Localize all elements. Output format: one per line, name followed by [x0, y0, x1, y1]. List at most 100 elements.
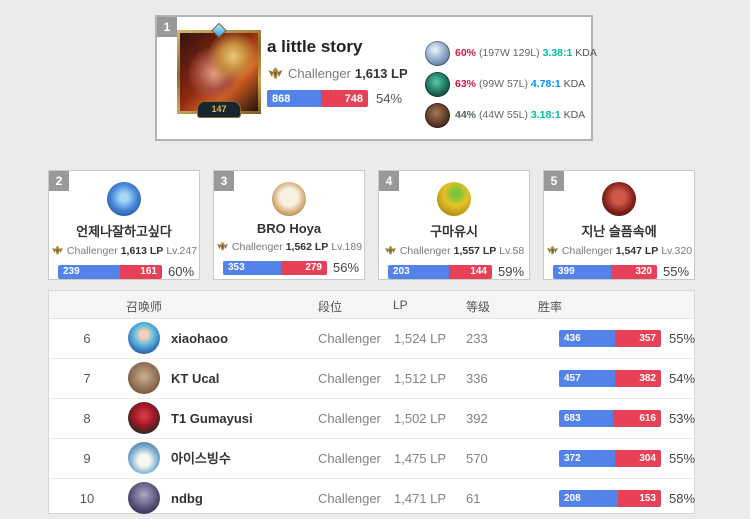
winrate-value: 55% [669, 451, 696, 466]
winloss-bar: 239 161 [58, 264, 162, 279]
losses-count: 320 [635, 266, 652, 277]
wins-count: 457 [564, 373, 581, 384]
table-row[interactable]: 10 ndbg Challenger 1,471 LP 61 208 153 5… [49, 479, 695, 519]
summoner-name[interactable]: 아이스빙수 [171, 451, 231, 466]
table-row[interactable]: 6 xiaohaoo Challenger 1,524 LP 233 436 3… [49, 319, 695, 359]
rank-badge: 3 [214, 171, 234, 191]
losses-segment: 153 [617, 490, 661, 507]
wins-segment: 399 [553, 264, 611, 279]
summoner-name[interactable]: xiaohaoo [171, 331, 229, 346]
wins-segment: 372 [559, 450, 616, 467]
losses-segment: 357 [615, 330, 661, 347]
summoner-name[interactable]: BRO Hoya [256, 221, 322, 236]
champion-winrate: 60% [455, 47, 477, 59]
champion-stat-row[interactable]: 63% (99W 57L) 4.78:1 KDA [425, 71, 587, 97]
champion-icon-1 [425, 40, 450, 66]
losses-count: 161 [140, 266, 157, 277]
winloss-bar-row: 868 748 54% [267, 90, 427, 107]
losses-segment: 382 [614, 370, 661, 387]
header-tier: 段位 [318, 300, 343, 314]
level-value: Lv.320 [661, 244, 693, 257]
rank-number: 9 [83, 451, 91, 466]
champion-icon-2 [425, 71, 450, 97]
summoner-avatar [602, 182, 636, 216]
challenger-crest-icon [267, 65, 284, 82]
champion-stat-row[interactable]: 44% (44W 55L) 3.18:1 KDA [425, 102, 587, 128]
tier-label: Challenger [318, 331, 381, 346]
level-value: 61 [466, 491, 481, 506]
summoner-avatar [128, 362, 160, 394]
table-row[interactable]: 9 아이스빙수 Challenger 1,475 LP 570 372 304 … [49, 439, 696, 479]
challenger-crest-icon [51, 244, 64, 257]
champion-stat-row[interactable]: 60% (197W 129L) 3.38:1 KDA [425, 40, 597, 66]
rank-number: 10 [79, 491, 95, 506]
header-lp: LP [393, 298, 408, 312]
summoner-name[interactable]: T1 Gumayusi [171, 411, 253, 426]
tier-line: Challenger 1,613 LP Lv.247 [49, 244, 199, 257]
winloss-bar: 203 144 [388, 264, 492, 279]
winloss-bar: 436 357 [559, 330, 661, 347]
rank3-player-card[interactable]: 3 BRO Hoya Challenger 1,562 LP Lv.189 35… [213, 170, 365, 280]
losses-count: 616 [639, 413, 656, 424]
losses-count: 144 [470, 266, 487, 277]
champion-winrate: 44% [455, 109, 477, 121]
level-value: 233 [466, 331, 488, 346]
table-row[interactable]: 7 KT Ucal Challenger 1,512 LP 336 457 38… [49, 359, 696, 399]
champion-kda-ratio: 3.18:1 [530, 109, 561, 121]
level-value: 570 [466, 451, 488, 466]
wins-count: 353 [228, 262, 245, 273]
winrate-value: 59% [498, 264, 525, 279]
kda-label: KDA [563, 109, 586, 121]
rank5-player-card[interactable]: 5 지난 슬픔속에 Challenger 1,547 LP Lv.320 399… [543, 170, 695, 280]
rank-number: 7 [83, 371, 91, 386]
table-header: 召唤师 段位 LP 等级 胜率 [49, 291, 694, 319]
lp-value: 1,475 LP [394, 451, 447, 466]
wins-count: 868 [272, 92, 291, 105]
summoner-name[interactable]: 지난 슬픔속에 [581, 224, 657, 239]
champion-icon-3 [425, 102, 450, 128]
summoner-avatar [107, 182, 141, 216]
summoner-avatar [128, 482, 160, 514]
summoner-name[interactable]: a little story [267, 37, 363, 56]
summoner-avatar [180, 33, 258, 111]
rank-badge: 5 [544, 171, 564, 191]
winloss-bar: 372 304 [559, 450, 661, 467]
tier-label: Challenger [561, 244, 613, 257]
wins-count: 399 [558, 266, 575, 277]
champion-record: (44W 55L) [478, 109, 528, 121]
losses-count: 279 [305, 262, 322, 273]
wins-segment: 353 [223, 260, 282, 275]
summoner-name[interactable]: 언제나잘하고싶다 [76, 224, 172, 239]
tier-label: Challenger [318, 371, 381, 386]
winloss-bar: 208 153 [559, 490, 661, 507]
winrate-value: 54% [376, 91, 403, 106]
losses-count: 304 [639, 453, 656, 464]
winrate-value: 54% [669, 371, 696, 386]
tier-label: Challenger [66, 244, 118, 257]
wins-count: 683 [564, 413, 581, 424]
header-winrate: 胜率 [538, 300, 563, 314]
rank2-player-card[interactable]: 2 언제나잘하고싶다 Challenger 1,613 LP Lv.247 23… [48, 170, 200, 280]
winloss-bar: 353 279 [223, 260, 327, 275]
summoner-name[interactable]: KT Ucal [171, 371, 220, 386]
summoner-name[interactable]: ndbg [171, 491, 203, 506]
rank1-player-card[interactable]: 1 147 a little story Challenger 1,613 LP… [155, 15, 597, 141]
losses-count: 382 [639, 373, 656, 384]
kda-label: KDA [575, 47, 597, 59]
tier-label: Challenger [399, 244, 451, 257]
level-value: Lv.58 [499, 244, 525, 257]
tier-label: Challenger [318, 411, 381, 426]
leaderboard-table: 召唤师 段位 LP 等级 胜率 6 xiaohaoo Challenger 1,… [48, 290, 696, 519]
champion-record: (99W 57L) [478, 78, 528, 90]
rank4-player-card[interactable]: 4 구마유시 Challenger 1,557 LP Lv.58 203 144… [378, 170, 530, 280]
tier-line: Challenger 1,613 LP [267, 65, 427, 82]
losses-segment: 161 [120, 264, 162, 279]
summoner-name[interactable]: 구마유시 [430, 224, 478, 239]
level-value: 392 [466, 411, 488, 426]
summoner-avatar [272, 182, 306, 216]
champion-kda-ratio: 3.38:1 [542, 47, 573, 59]
lp-value: 1,471 LP [394, 491, 447, 506]
wins-segment: 203 [388, 264, 449, 279]
tier-line: Challenger 1,562 LP Lv.189 [214, 240, 364, 253]
table-row[interactable]: 8 T1 Gumayusi Challenger 1,502 LP 392 68… [49, 399, 695, 439]
